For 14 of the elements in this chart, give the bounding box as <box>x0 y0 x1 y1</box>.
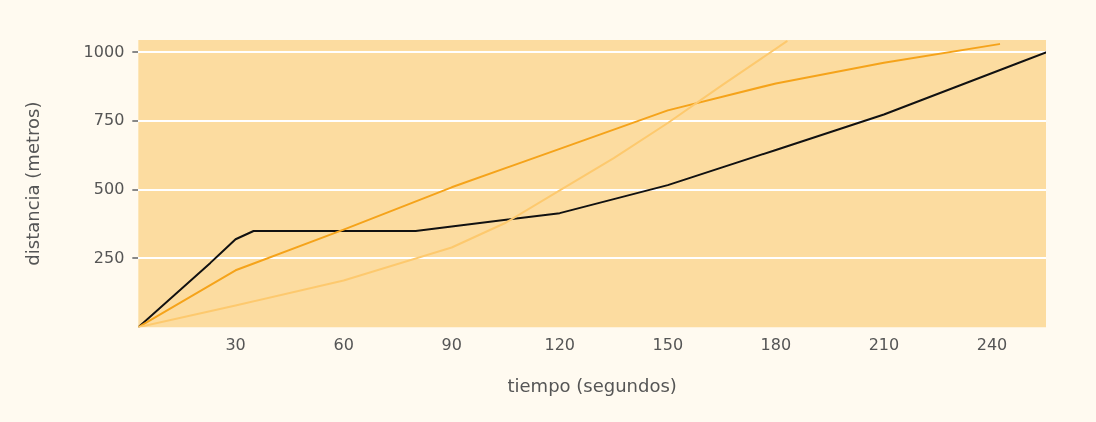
y-tick-label: 750 <box>93 110 125 130</box>
x-tick-label: 120 <box>544 334 576 354</box>
x-tick-label: 60 <box>333 334 354 354</box>
y-tick-label: 1000 <box>83 41 125 61</box>
x-tick-label: 150 <box>652 334 684 354</box>
y-axis-title: distancia (metros) <box>22 101 44 266</box>
x-tick-label: 30 <box>225 334 246 354</box>
x-tick-label: 240 <box>976 334 1008 354</box>
x-tick-label: 90 <box>441 334 462 354</box>
y-tick-label: 250 <box>93 247 125 267</box>
x-tick-label: 210 <box>868 334 900 354</box>
x-axis-title: tiempo (segundos) <box>507 374 677 396</box>
x-tick-label: 180 <box>760 334 792 354</box>
y-tick-label: 500 <box>93 178 125 198</box>
